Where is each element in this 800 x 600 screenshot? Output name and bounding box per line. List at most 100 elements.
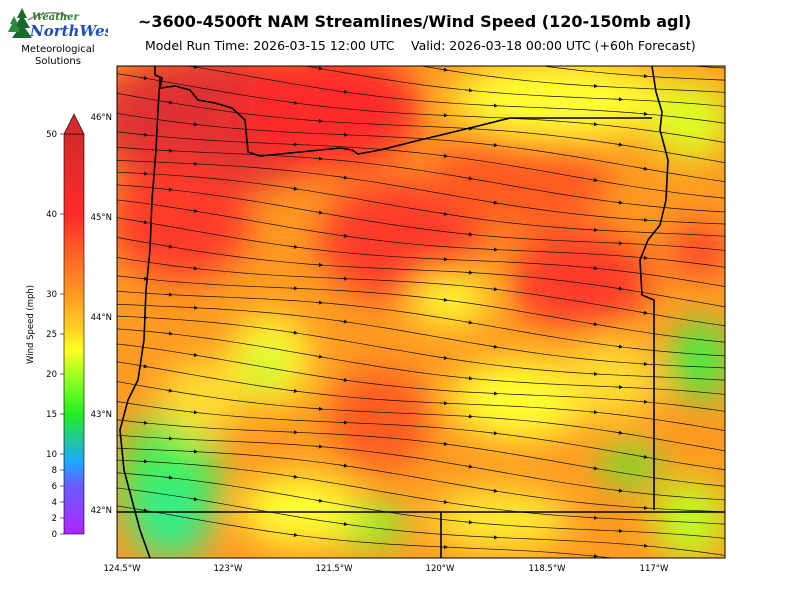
longitude-ticks: 124.5°W 123°W 121.5°W 120°W 118.5°W 117°W: [104, 564, 670, 574]
streamline-arrow: [139, 220, 149, 225]
logo-subtitle: Meteorological Solutions: [10, 44, 106, 68]
colorbar: 0 2 4 6 8 10 15 20 25 30 40 50: [46, 113, 85, 540]
streamline-arrow: [639, 111, 649, 116]
streamline: [117, 171, 725, 237]
streamline-arrow: [639, 543, 649, 548]
streamline-arrow: [339, 377, 349, 383]
streamline: [187, 66, 725, 124]
streamline-arrow: [439, 297, 449, 302]
streamline-arrow: [164, 244, 174, 249]
logo-subtitle-line2: Solutions: [35, 56, 81, 67]
latitude-ticks: 46°N 45°N 44°N 43°N 42°N: [91, 113, 112, 516]
streamline-arrow: [164, 187, 174, 192]
latitude-tick-label: 43°N: [91, 410, 112, 420]
streamline: [117, 237, 725, 308]
streamline-arrow: [290, 44, 296, 45]
streamline-arrow: [639, 166, 649, 171]
streamline-arrow: [339, 175, 349, 180]
streamline: [117, 290, 725, 357]
longitude-tick-label: 123°W: [214, 564, 243, 574]
longitude-tick-label: 121.5°W: [316, 564, 354, 574]
colorbar-tick-label: 6: [52, 482, 57, 492]
streamline-arrow: [590, 35, 596, 36]
streamline-arrow: [314, 444, 324, 449]
streamline-arrow: [589, 466, 599, 471]
model-run-time: Model Run Time: 2026-03-15 12:00 UTC: [145, 38, 395, 53]
streamline: [419, 66, 725, 93]
streamline-arrow: [289, 100, 299, 105]
streamline: [117, 146, 725, 213]
longitude-tick-label: 118.5°W: [529, 564, 567, 574]
streamline-arrow: [614, 430, 624, 435]
streamline-arrow: [439, 211, 449, 216]
streamline-arrow: [489, 344, 499, 349]
streamline: [100, 0, 740, 56]
longitude-tick-label: 120°W: [426, 564, 455, 574]
colorbar-tick-label: 10: [46, 450, 57, 460]
logo: Weather NorthWest: [8, 6, 120, 70]
streamline-arrow: [289, 186, 299, 191]
streamline-arrow: [339, 89, 349, 94]
logo-brand-top: Weather: [32, 12, 80, 23]
streamline-arrow: [489, 431, 499, 436]
streamline-arrow: [189, 122, 199, 127]
streamline-arrow: [164, 331, 174, 336]
streamline: [303, 66, 725, 107]
streamline-arrow: [289, 388, 299, 393]
wind-speed-field: [117, 66, 725, 558]
streamline-arrow: [139, 364, 149, 369]
streamline-arrow: [464, 232, 474, 237]
idaho-border: [639, 66, 669, 510]
streamline-arrow: [314, 66, 324, 71]
streamline-arrow: [439, 153, 449, 158]
streamline-arrow: [464, 176, 474, 181]
streamline-arrow: [189, 352, 199, 358]
streamline-arrow: [489, 287, 499, 292]
streamline-arrow: [165, 45, 171, 46]
valid-time: Valid: 2026-03-18 00:00 UTC (+60h Foreca…: [411, 38, 696, 53]
streamline-arrow: [614, 142, 624, 147]
streamline-arrow: [340, 33, 346, 34]
streamline-arrow: [615, 58, 621, 59]
streamline-arrow: [439, 499, 449, 505]
logo-subtitle-line1: Meteorological: [21, 44, 95, 55]
streamline-arrow: [314, 156, 324, 161]
streamline-arrow: [164, 475, 174, 480]
streamline-arrow: [464, 88, 474, 93]
coastline: [119, 77, 161, 558]
streamline: [117, 184, 725, 251]
state-borders: [117, 66, 725, 558]
streamline-arrow: [614, 344, 624, 349]
streamline-arrow: [464, 320, 474, 325]
streamline: [117, 343, 725, 412]
streamline-arrow: [314, 210, 324, 215]
streamline: [117, 328, 725, 395]
streamline-arrow: [490, 58, 496, 59]
streamline-arrow: [164, 100, 174, 105]
streamline-arrow: [189, 410, 199, 415]
streamline: [117, 505, 615, 558]
streamline: [117, 257, 725, 327]
tree-mountain-icon: Weather NorthWest: [8, 8, 120, 40]
latitude-tick-label: 42°N: [91, 506, 112, 516]
streamline-arrow: [289, 330, 299, 335]
streamline: [117, 131, 725, 199]
streamline-arrow: [139, 276, 149, 281]
longitude-tick-label: 124.5°W: [104, 564, 142, 574]
streamline-arrow: [464, 376, 474, 381]
streamline: [117, 113, 725, 182]
map-panel: 124.5°W 123°W 121.5°W 120°W 118.5°W 117°W 46°…: [91, 0, 740, 574]
streamline-arrow: [315, 14, 321, 15]
streamline-arrow: [139, 75, 149, 81]
streamline-arrow: [439, 441, 449, 446]
logo-brand-main: NorthWest: [29, 22, 108, 40]
colorbar-tick-label: 40: [46, 210, 57, 220]
colorbar-tick-label: 50: [46, 130, 57, 140]
streamline-arrow: [339, 521, 349, 527]
streamline: [117, 361, 725, 432]
streamline-arrow: [614, 488, 624, 493]
streamline-arrow: [639, 310, 649, 315]
streamline-arrow: [639, 399, 649, 404]
streamline-arrow: [139, 508, 149, 513]
streamline-arrow: [589, 322, 599, 327]
